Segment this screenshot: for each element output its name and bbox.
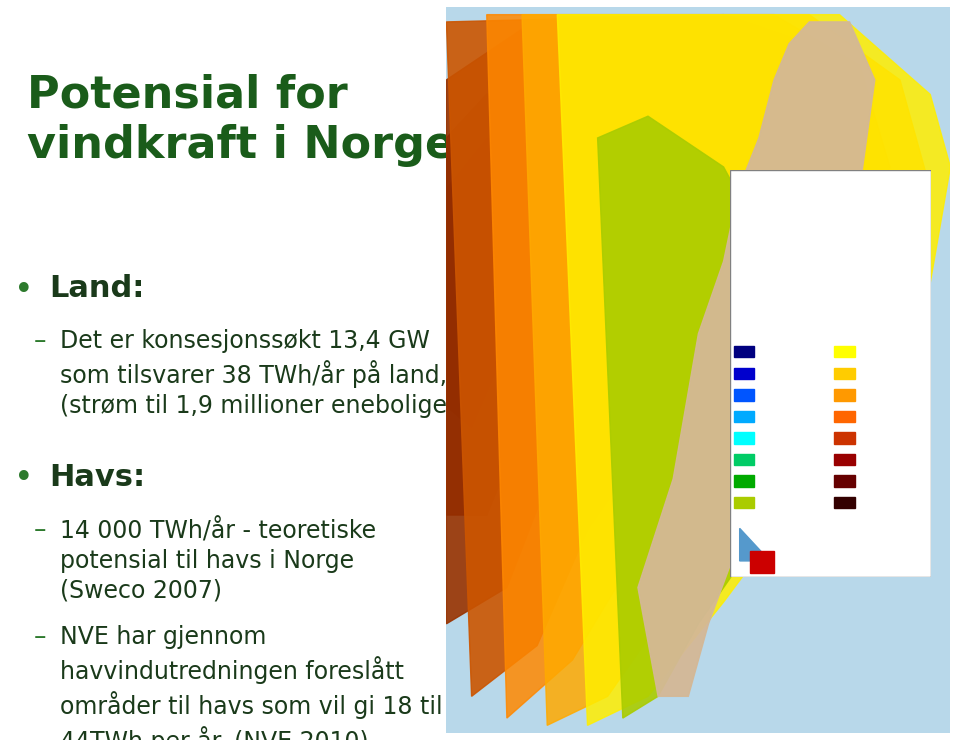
Bar (750, 551, 774, 573)
Bar (834, 432, 854, 444)
Bar (733, 389, 754, 400)
Text: 4.5 - 5.0: 4.5 - 5.0 (757, 390, 792, 399)
Text: •: • (14, 462, 34, 496)
Bar (733, 475, 754, 487)
Bar (733, 432, 754, 444)
Text: 8.5 - 9.0: 8.5 - 9.0 (858, 390, 893, 399)
Text: 7.5 - 8.0: 7.5 - 8.0 (858, 347, 894, 356)
Text: 5.5 - 6.0: 5.5 - 6.0 (757, 433, 792, 442)
Text: 14 000 TWh/år - teoretiske
potensial til havs i Norge
(Sweco 2007): 14 000 TWh/år - teoretiske potensial til… (60, 518, 376, 603)
Text: 10.0 - 10.5: 10.0 - 10.5 (858, 454, 903, 464)
FancyBboxPatch shape (730, 170, 931, 577)
Polygon shape (446, 95, 623, 515)
Bar (733, 497, 754, 508)
Polygon shape (638, 22, 875, 696)
Polygon shape (522, 15, 930, 725)
Polygon shape (557, 15, 950, 725)
Bar (834, 368, 854, 379)
Text: 7.0 - 7.5: 7.0 - 7.5 (757, 498, 793, 507)
Text: 11.0 - 11.5: 11.0 - 11.5 (858, 498, 903, 507)
Polygon shape (446, 29, 749, 624)
Text: Vindkart
for
Norge: Vindkart for Norge (777, 203, 884, 272)
Bar (834, 411, 854, 422)
Text: Havs:: Havs: (49, 462, 146, 491)
Polygon shape (446, 7, 950, 733)
Text: 10.5 - 11.0: 10.5 - 11.0 (858, 477, 903, 485)
Bar (733, 411, 754, 422)
Text: 3.5 - 4.0: 3.5 - 4.0 (757, 347, 792, 356)
Bar (834, 454, 854, 465)
Polygon shape (597, 116, 809, 718)
Text: Det er konsesjonssøkt 13,4 GW
som tilsvarer 38 TWh/år på land,
(strøm til 1,9 mi: Det er konsesjonssøkt 13,4 GW som tilsva… (60, 329, 467, 418)
Bar (834, 389, 854, 400)
Bar (733, 368, 754, 379)
Text: 6.0 - 6.5: 6.0 - 6.5 (757, 454, 793, 464)
Text: 9.0 - 9.5: 9.0 - 9.5 (858, 411, 893, 420)
Text: –: – (34, 625, 46, 649)
Bar (733, 454, 754, 465)
Polygon shape (740, 528, 770, 561)
Text: •: • (14, 274, 34, 307)
Text: Potensial for
vindkraft i Norge: Potensial for vindkraft i Norge (27, 74, 455, 166)
Polygon shape (446, 15, 839, 696)
Text: 8.0 - 8.5: 8.0 - 8.5 (858, 369, 894, 377)
Bar (834, 346, 854, 357)
Text: Land:: Land: (49, 274, 145, 303)
Text: 9.5 - 10.0: 9.5 - 10.0 (858, 433, 899, 442)
Text: –: – (34, 329, 46, 353)
Bar (733, 346, 754, 357)
Polygon shape (446, 138, 557, 428)
Text: 0    75   150        300           450 km: 0 75 150 300 450 km (756, 300, 904, 309)
Text: –: – (34, 518, 46, 542)
Text: 6.5 - 7.0: 6.5 - 7.0 (757, 477, 793, 485)
Bar (834, 475, 854, 487)
Text: 5.0 - 5.5: 5.0 - 5.5 (757, 411, 792, 420)
Bar (834, 497, 854, 508)
Text: Årsmiddelvind i 80m [m/s]: Årsmiddelvind i 80m [m/s] (740, 333, 885, 346)
Polygon shape (487, 15, 890, 718)
Text: 4.0 - 4.5: 4.0 - 4.5 (757, 369, 792, 377)
Text: NVE har gjennom
havvindutredningen foreslått
områder til havs som vil gi 18 til
: NVE har gjennom havvindutredningen fores… (60, 625, 443, 740)
Text: KJELLER
VINDTEKNIKK: KJELLER VINDTEKNIKK (782, 527, 878, 555)
